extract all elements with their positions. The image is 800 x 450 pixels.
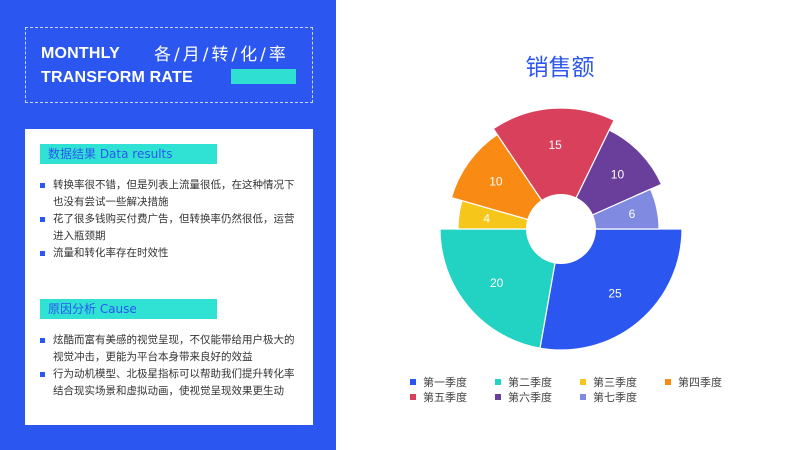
legend-item: 第三季度 bbox=[580, 374, 665, 389]
legend-swatch bbox=[410, 378, 416, 385]
chart-title: 销售额 bbox=[525, 55, 595, 81]
pie-slice-4 bbox=[450, 133, 563, 231]
list-item: 转换率很不错，但是列表上流量很低，在这种情况下也没有尝试一些解决措施 bbox=[39, 177, 301, 211]
left-panel: MONTHLY TRANSFORM RATE 各/月/转/化/率 数据结果 Da… bbox=[0, 0, 336, 450]
legend-item: 第一季度 bbox=[410, 374, 495, 389]
legend-item: 第七季度 bbox=[580, 389, 665, 404]
legend-swatch bbox=[580, 378, 586, 385]
title-cn: 各/月/转/化/率 bbox=[154, 45, 289, 65]
list-item: 行为动机模型、北极星指标可以帮助我们提升转化率结合现实场景和虚拟动画，使视觉呈现… bbox=[39, 366, 301, 400]
pie-slice-2 bbox=[439, 228, 562, 349]
title-accent-bar bbox=[231, 69, 296, 84]
pie-label-2: 20 bbox=[490, 276, 504, 290]
pie-label-7: 6 bbox=[629, 207, 636, 221]
title-en-line1: MONTHLY bbox=[41, 45, 121, 62]
title-box: MONTHLY TRANSFORM RATE 各/月/转/化/率 bbox=[25, 27, 313, 103]
legend-item: 第六季度 bbox=[495, 389, 580, 404]
section-heading-data-results: 数据结果 Data results bbox=[40, 144, 217, 164]
legend-item: 第五季度 bbox=[410, 389, 495, 404]
legend-swatch bbox=[580, 393, 586, 400]
pie-label-6: 10 bbox=[611, 167, 625, 181]
legend-label: 第六季度 bbox=[508, 390, 552, 404]
list-item: 炫酷而富有美感的视觉呈现，不仅能带给用户极大的视觉冲击，更能为平台本身带来良好的… bbox=[39, 332, 301, 366]
legend-swatch bbox=[410, 393, 416, 400]
data-results-list: 转换率很不错，但是列表上流量很低，在这种情况下也没有尝试一些解决措施 花了很多钱… bbox=[39, 177, 301, 262]
title-en-line2: TRANSFORM RATE bbox=[41, 69, 193, 86]
pie-label-5: 15 bbox=[548, 138, 562, 152]
legend-item: 第四季度 bbox=[665, 374, 750, 389]
pie-slice-5 bbox=[492, 107, 615, 231]
legend-label: 第五季度 bbox=[423, 390, 467, 404]
list-item: 花了很多钱购买付费广告，但转换率仍然很低，运营进入瓶颈期 bbox=[39, 211, 301, 245]
legend-item: 第二季度 bbox=[495, 374, 580, 389]
title-en: MONTHLY TRANSFORM RATE bbox=[41, 42, 193, 90]
pie-label-4: 10 bbox=[489, 175, 503, 189]
legend-swatch bbox=[495, 378, 501, 385]
section-heading-cause: 原因分析 Cause bbox=[40, 299, 217, 319]
legend-label: 第二季度 bbox=[508, 375, 552, 389]
legend: 第一季度 第二季度 第三季度 第四季度第五季度 第六季度 第七季度 bbox=[410, 374, 750, 404]
legend-swatch bbox=[665, 378, 671, 385]
pie-label-3: 4 bbox=[483, 212, 490, 226]
legend-label: 第一季度 bbox=[423, 375, 467, 389]
donut-hole bbox=[526, 194, 596, 264]
pie-label-1: 25 bbox=[608, 286, 622, 300]
list-item: 流量和转化率存在时效性 bbox=[39, 245, 301, 262]
legend-label: 第七季度 bbox=[593, 390, 637, 404]
cause-list: 炫酷而富有美感的视觉呈现，不仅能带给用户极大的视觉冲击，更能为平台本身带来良好的… bbox=[39, 332, 301, 400]
legend-label: 第三季度 bbox=[593, 375, 637, 389]
pie-slice-6 bbox=[559, 129, 663, 231]
legend-label: 第四季度 bbox=[678, 375, 722, 389]
legend-swatch bbox=[495, 393, 501, 400]
info-card: 数据结果 Data results 转换率很不错，但是列表上流量很低，在这种情况… bbox=[25, 129, 313, 425]
